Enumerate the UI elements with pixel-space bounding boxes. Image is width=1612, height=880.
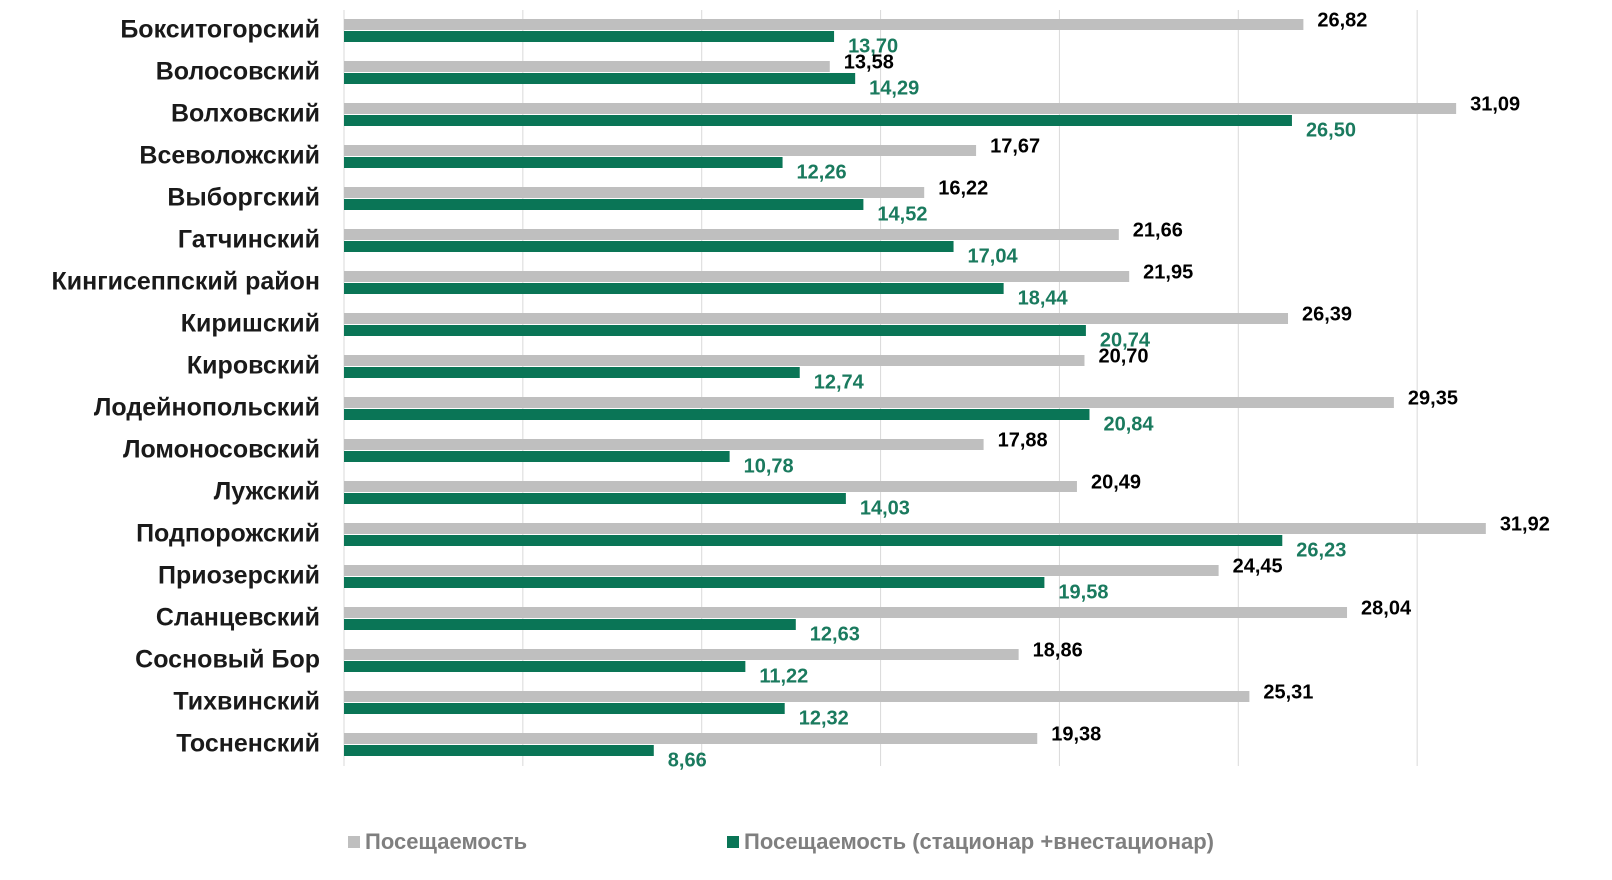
- data-label: 12,74: [814, 371, 865, 393]
- bar: [344, 325, 1086, 336]
- legend-label: Посещаемость: [365, 829, 527, 854]
- bar: [344, 409, 1090, 420]
- category-label: Ломоносовский: [123, 436, 320, 464]
- bar: [344, 145, 977, 156]
- data-label: 20,49: [1091, 471, 1141, 493]
- bar: [344, 187, 925, 198]
- bar: [344, 157, 783, 168]
- bar: [344, 577, 1045, 588]
- bar: [344, 661, 746, 672]
- category-label: Всеволожский: [139, 142, 320, 170]
- category-label: Выборгский: [167, 184, 320, 212]
- bar: [344, 691, 1250, 702]
- data-label: 25,31: [1263, 681, 1313, 703]
- category-label: Киришский: [181, 310, 320, 338]
- category-label: Тихвинский: [173, 688, 320, 716]
- bar: [344, 73, 856, 84]
- data-label: 20,70: [1098, 345, 1148, 367]
- legend-swatch: [727, 836, 739, 848]
- bar: [344, 451, 730, 462]
- data-label: 21,95: [1143, 261, 1193, 283]
- category-label: Гатчинский: [178, 226, 320, 254]
- data-label: 12,32: [799, 707, 849, 729]
- data-label: 31,92: [1500, 513, 1550, 535]
- bar: [344, 481, 1077, 492]
- data-label: 19,38: [1051, 723, 1101, 745]
- data-label: 13,58: [844, 51, 894, 73]
- legend-swatch: [348, 836, 360, 848]
- category-label: Тосненский: [176, 730, 320, 758]
- bar: [344, 61, 830, 72]
- bar: [344, 493, 846, 504]
- category-label: Лодейнопольский: [94, 394, 320, 422]
- category-label: Кингисеппский район: [51, 268, 320, 296]
- data-label: 21,66: [1133, 219, 1183, 241]
- bar: [344, 745, 654, 756]
- bar: [344, 535, 1283, 546]
- bar: [344, 199, 864, 210]
- bar: [344, 229, 1119, 240]
- bar: [344, 19, 1304, 30]
- category-label: Волховский: [171, 100, 320, 128]
- data-label: 12,63: [810, 623, 860, 645]
- data-label: 12,26: [797, 161, 847, 183]
- category-label: Кировский: [187, 352, 320, 380]
- bar: [344, 439, 984, 450]
- bar: [344, 271, 1130, 282]
- bar: [344, 733, 1038, 744]
- bar: [344, 703, 785, 714]
- data-label: 20,84: [1103, 413, 1154, 435]
- bar: [344, 607, 1348, 618]
- data-label: 24,45: [1233, 555, 1283, 577]
- bar: [344, 103, 1457, 114]
- data-label: 13,70: [848, 35, 898, 57]
- data-label: 11,22: [759, 665, 808, 687]
- data-label: 28,04: [1361, 597, 1412, 619]
- category-label: Приозерский: [158, 562, 320, 590]
- category-label: Сланцевский: [156, 604, 320, 632]
- data-label: 10,78: [744, 455, 794, 477]
- data-label: 14,29: [869, 77, 919, 99]
- data-label: 18,86: [1033, 639, 1083, 661]
- data-label: 26,39: [1302, 303, 1352, 325]
- bar: [344, 313, 1289, 324]
- bar: [344, 523, 1486, 534]
- bar: [344, 31, 835, 42]
- data-label: 17,88: [998, 429, 1048, 451]
- bar: [344, 241, 954, 252]
- bar: [344, 397, 1394, 408]
- legend-label: Посещаемость (стационар +внестационар): [744, 829, 1214, 854]
- data-label: 26,50: [1306, 119, 1356, 141]
- data-label: 18,44: [1018, 287, 1069, 309]
- category-label: Лужский: [214, 478, 320, 506]
- bar: [344, 367, 800, 378]
- category-label: Подпорожский: [136, 520, 320, 548]
- data-label: 19,58: [1058, 581, 1108, 603]
- data-label: 29,35: [1408, 387, 1458, 409]
- bar: [344, 565, 1219, 576]
- data-label: 14,03: [860, 497, 910, 519]
- data-label: 31,09: [1470, 93, 1520, 115]
- bar: [344, 115, 1292, 126]
- data-label: 26,23: [1296, 539, 1346, 561]
- bar: [344, 649, 1019, 660]
- bar: [344, 619, 796, 630]
- bar: [344, 355, 1085, 366]
- data-label: 14,52: [877, 203, 927, 225]
- category-label: Сосновый Бор: [135, 646, 320, 674]
- data-label: 16,22: [938, 177, 988, 199]
- bar: [344, 283, 1004, 294]
- data-label: 20,74: [1100, 329, 1151, 351]
- data-label: 8,66: [668, 749, 707, 771]
- category-label: Бокситогорский: [120, 16, 320, 44]
- category-label: Волосовский: [156, 58, 320, 86]
- data-label: 17,67: [990, 135, 1040, 157]
- data-label: 17,04: [968, 245, 1019, 267]
- data-label: 26,82: [1317, 9, 1367, 31]
